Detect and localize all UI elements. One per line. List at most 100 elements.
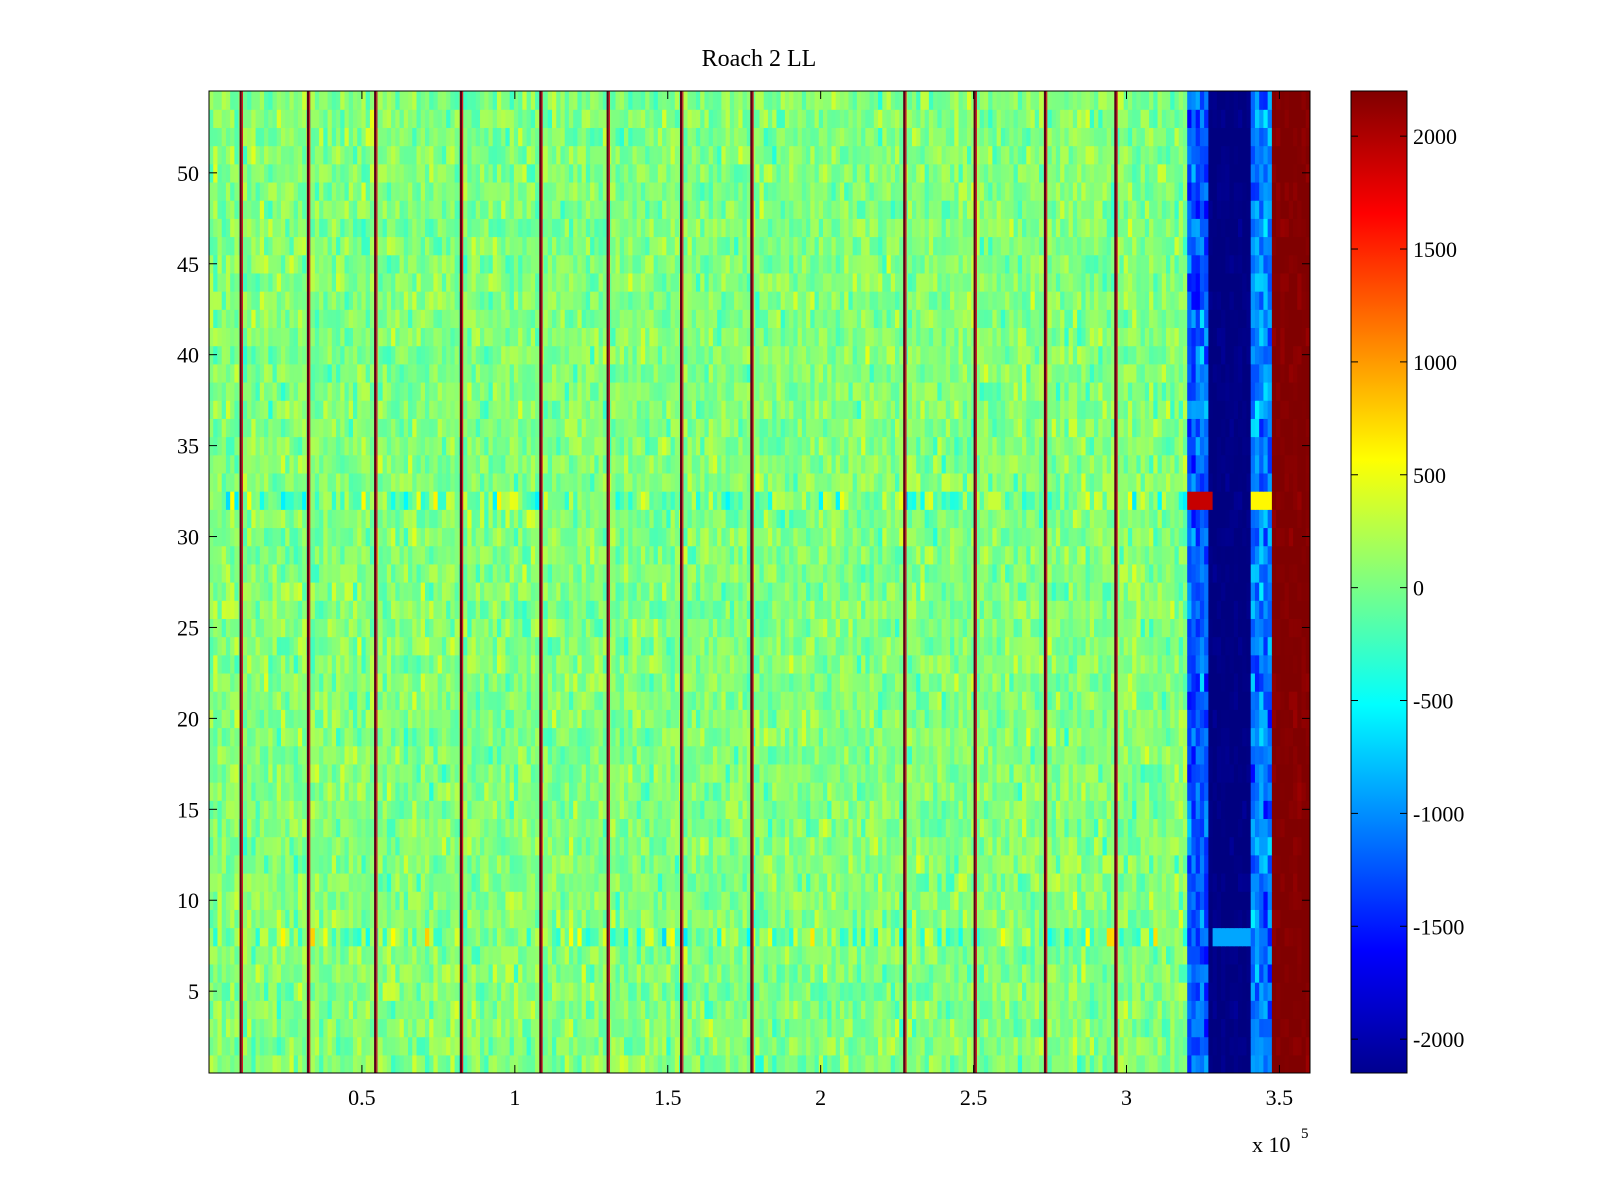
heatmap-cell [361, 854, 367, 874]
heatmap-cell [543, 1054, 549, 1073]
heatmap-cell [285, 1054, 291, 1073]
heatmap-cell [1199, 836, 1205, 856]
heatmap-cell [1034, 1036, 1040, 1056]
heatmap-cell [767, 782, 773, 801]
heatmap-cell [213, 909, 219, 929]
heatmap-cell [382, 945, 388, 965]
heatmap-cell [1276, 945, 1281, 965]
heatmap-cell [1161, 727, 1167, 747]
heatmap-cell [640, 818, 646, 838]
heatmap-cell [746, 982, 752, 1001]
heatmap-cell [526, 763, 532, 783]
heatmap-cell [1081, 963, 1087, 983]
heatmap-cell [967, 745, 972, 765]
heatmap-cell [988, 1054, 993, 1073]
heatmap-cell [1005, 763, 1010, 783]
heatmap-cell [827, 800, 833, 820]
heatmap-cell [920, 836, 926, 856]
heatmap-cell [1293, 982, 1298, 1001]
heatmap-cell [835, 782, 841, 801]
heatmap-cell [348, 800, 354, 820]
heatmap-cell [1250, 836, 1256, 856]
heatmap-cell [280, 1036, 286, 1056]
heatmap-cell [437, 945, 443, 965]
heatmap-cell [484, 927, 490, 947]
heatmap-cell [369, 727, 375, 747]
heatmap-cell [369, 963, 375, 983]
heatmap-cell [1191, 927, 1197, 947]
heatmap-cell [352, 782, 358, 801]
heatmap-cell [945, 1054, 951, 1073]
heatmap-cell [594, 836, 600, 856]
heatmap-cell [814, 1054, 820, 1073]
heatmap-cell [577, 945, 583, 965]
heatmap-cell [247, 927, 252, 947]
heatmap-cell [1212, 945, 1218, 965]
heatmap-cell [1034, 800, 1040, 820]
heatmap-cell [1263, 927, 1269, 947]
heatmap-cell [255, 1018, 261, 1038]
heatmap-cell [594, 872, 600, 892]
heatmap-cell [793, 1036, 799, 1056]
heatmap-cell [1094, 891, 1099, 910]
heatmap-cell [1068, 927, 1074, 947]
heatmap-cell [1140, 963, 1146, 983]
heatmap-cell [725, 963, 731, 983]
heatmap-cell [818, 1054, 824, 1073]
heatmap-cell [789, 727, 794, 747]
heatmap-cell [1297, 836, 1303, 856]
heatmap-cell [1072, 909, 1078, 929]
heatmap-cell [992, 872, 998, 892]
heatmap-cell [924, 745, 930, 765]
heatmap-cell [276, 1054, 282, 1073]
heatmap-cell [1140, 872, 1146, 892]
heatmap-cell [1246, 982, 1252, 1001]
heatmap-cell [1225, 909, 1231, 929]
heatmap-cell [441, 1000, 447, 1020]
heatmap-cell [272, 709, 278, 729]
heatmap-cell [992, 836, 998, 856]
heatmap-cell [408, 909, 413, 929]
heatmap-cell [535, 945, 540, 965]
heatmap-cell [1153, 927, 1159, 947]
heatmap-cell [577, 872, 583, 892]
heatmap-cell [437, 836, 443, 856]
heatmap-cell [784, 927, 790, 947]
heatmap-cell [996, 891, 1002, 910]
heatmap-cell [251, 891, 257, 910]
heatmap-cell [1072, 800, 1078, 820]
heatmap-cell [878, 854, 883, 874]
heatmap-cell [1102, 800, 1108, 820]
heatmap-cell [649, 1018, 655, 1038]
heatmap-cell [890, 945, 896, 965]
heatmap-cell [352, 927, 358, 947]
heatmap-cell [602, 836, 608, 856]
heatmap-cell [1038, 818, 1044, 838]
heatmap-cell [856, 782, 862, 801]
heatmap-cell [907, 927, 913, 947]
heatmap-cell [302, 854, 307, 874]
heatmap-cell [814, 909, 820, 929]
heatmap-cell [1144, 1054, 1150, 1073]
heatmap-cell [1157, 763, 1163, 783]
heatmap-cell [1187, 909, 1193, 929]
heatmap-cell [1123, 872, 1129, 892]
heatmap-cell [475, 927, 481, 947]
heatmap-cell [725, 854, 731, 874]
heatmap-cell [1187, 818, 1193, 838]
heatmap-cell [412, 1054, 418, 1073]
heatmap-cell [463, 982, 468, 1001]
heatmap-cell [378, 782, 384, 801]
heatmap-cell [492, 800, 498, 820]
heatmap-cell [361, 727, 367, 747]
heatmap-cell [1119, 1018, 1125, 1038]
heatmap-cell [285, 818, 291, 838]
heatmap-cell [217, 1036, 223, 1056]
heatmap-cell [797, 891, 803, 910]
heatmap-cell [1119, 836, 1125, 856]
heatmap-cell [1149, 963, 1154, 983]
heatmap-cell [255, 854, 261, 874]
heatmap-cell [535, 745, 540, 765]
heatmap-cell [1212, 763, 1218, 783]
heatmap-cell [1157, 945, 1163, 965]
